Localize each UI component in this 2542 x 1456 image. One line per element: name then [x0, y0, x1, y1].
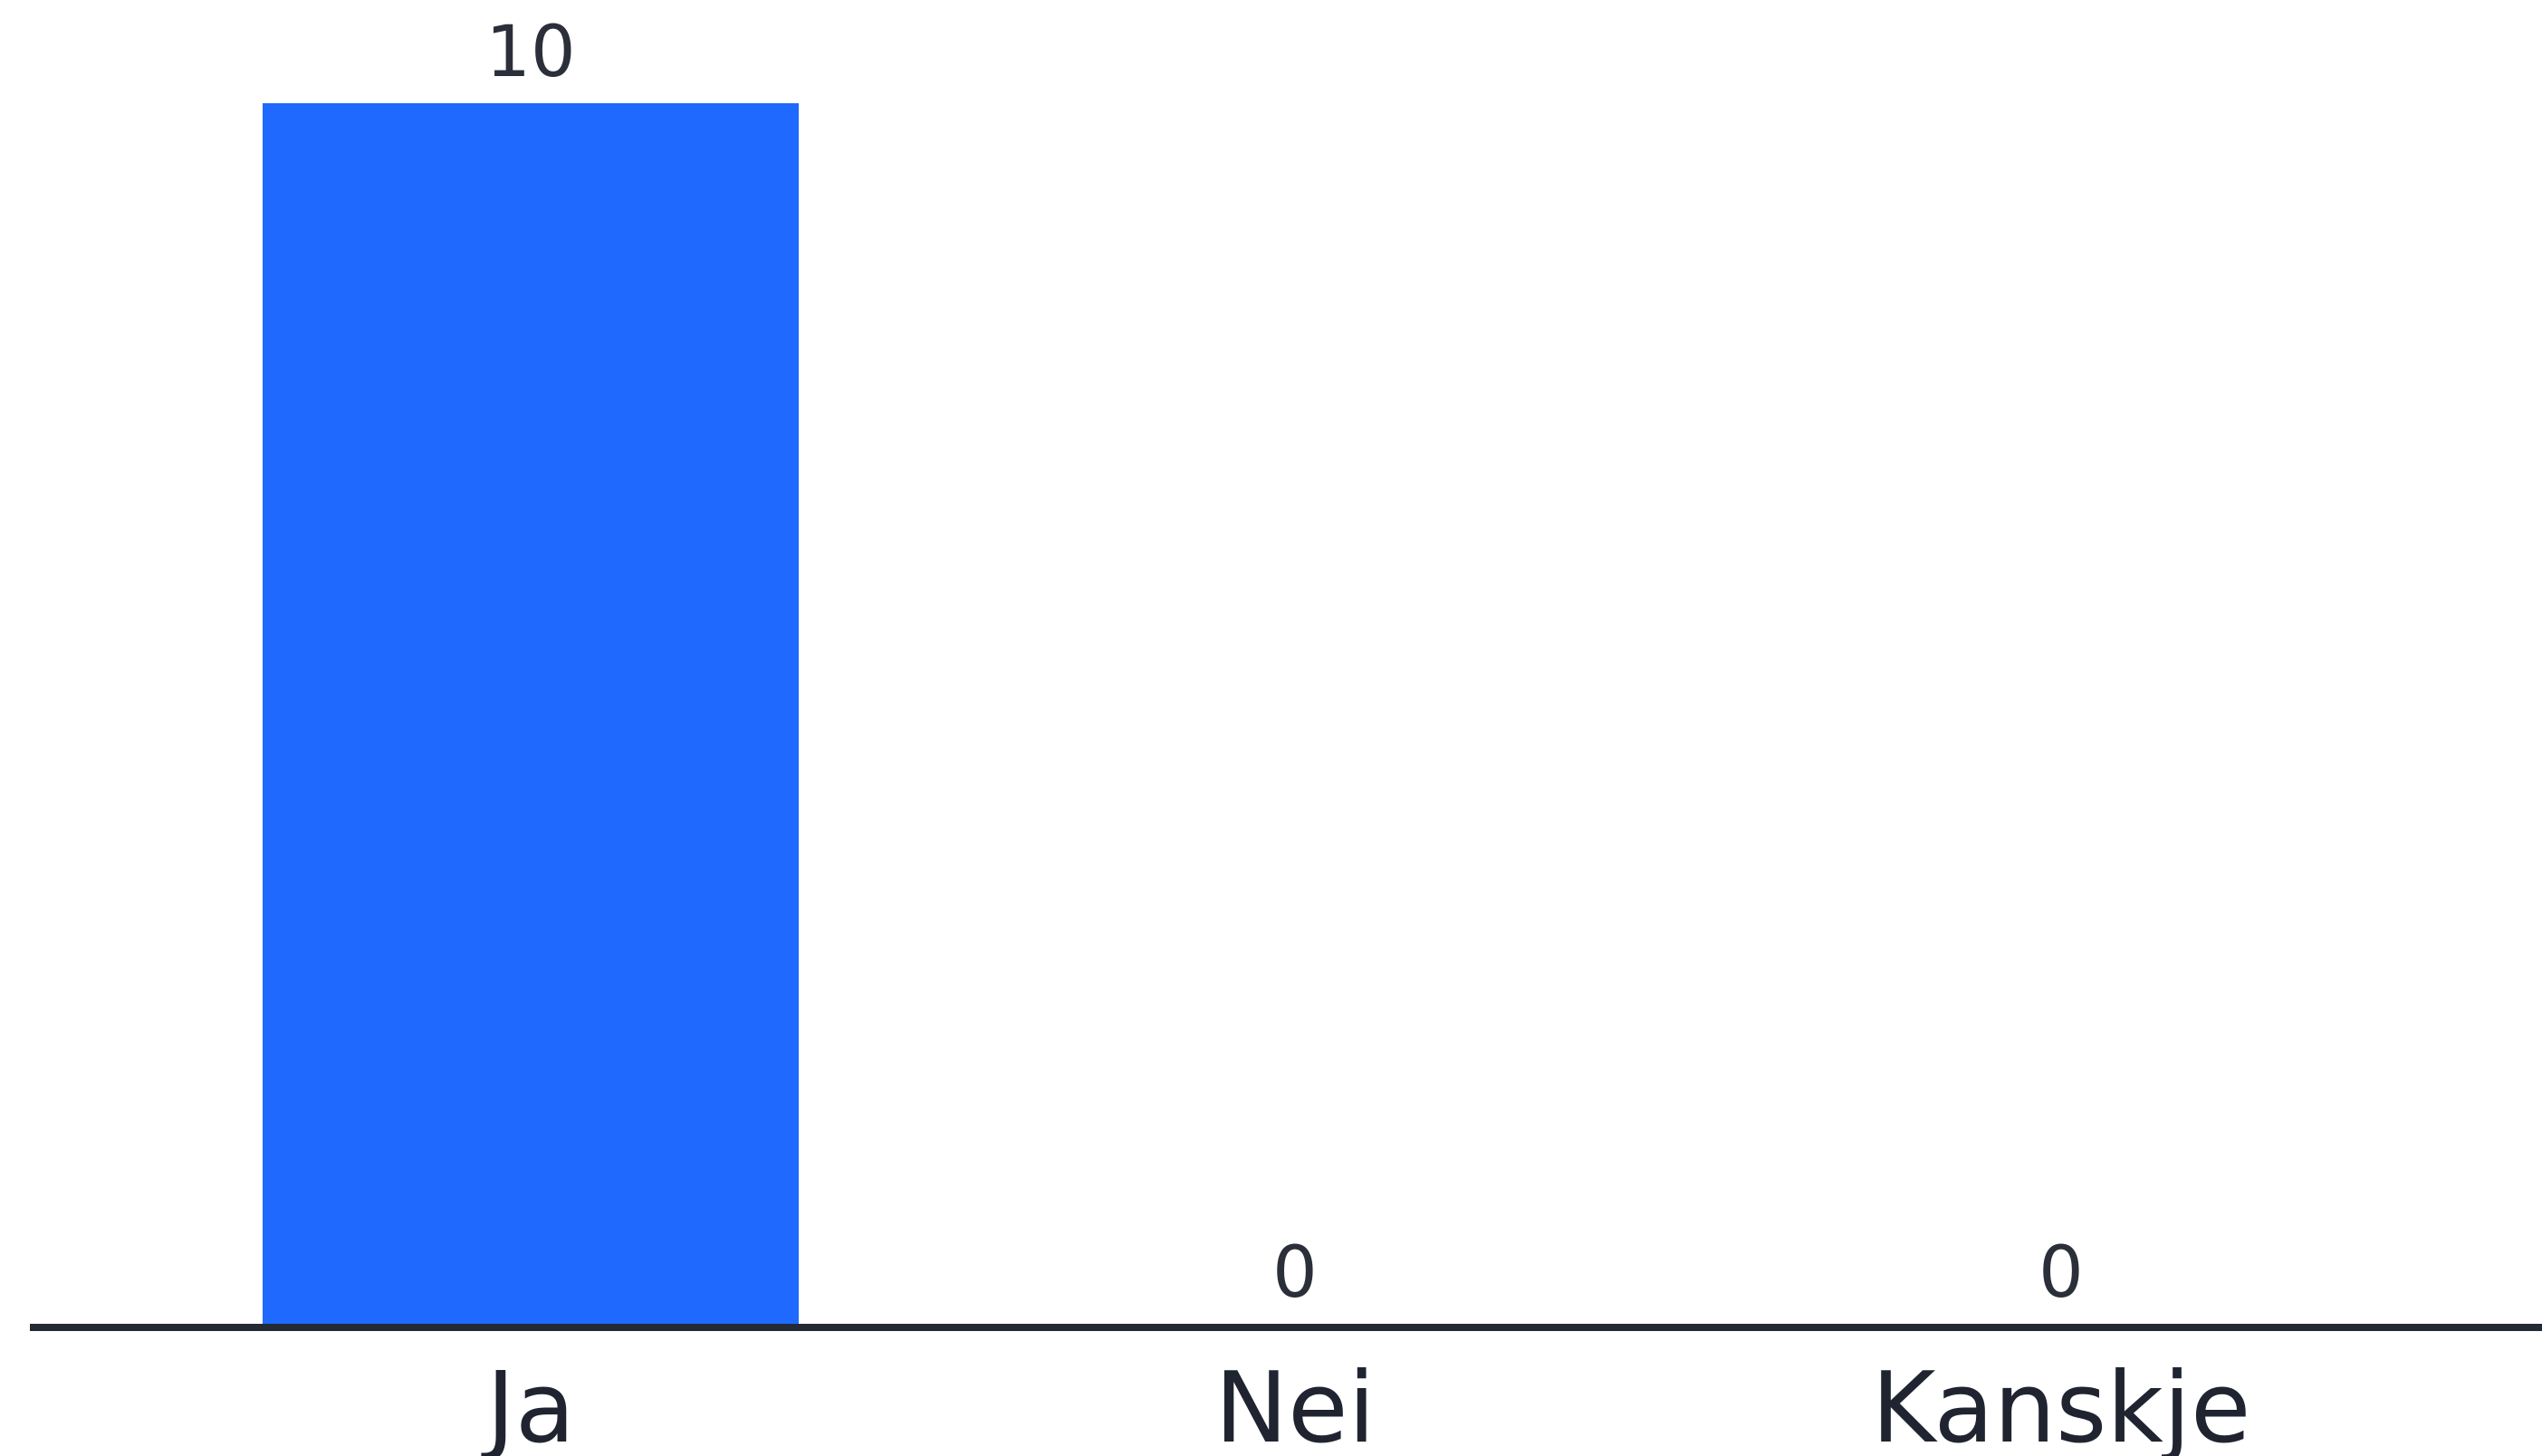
- data-label-nei: 0: [1272, 1232, 1318, 1314]
- x-tick-label-nei: Nei: [1214, 1352, 1375, 1456]
- x-tick-label-ja: Ja: [481, 1352, 575, 1456]
- bar-ja: [263, 103, 799, 1324]
- data-label-ja: 10: [485, 12, 575, 93]
- data-labels-group: 10 0 0: [485, 12, 2083, 1314]
- bars-group: [263, 103, 799, 1324]
- data-label-kanskje: 0: [2038, 1232, 2084, 1314]
- x-tick-labels-group: Ja Nei Kanskje: [481, 1352, 2250, 1456]
- x-tick-label-kanskje: Kanskje: [1872, 1352, 2251, 1456]
